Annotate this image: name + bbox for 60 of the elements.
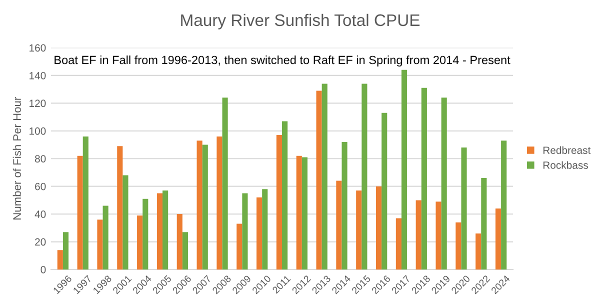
bar <box>276 135 282 270</box>
y-tick-label: 40 <box>34 210 46 218</box>
bar <box>376 186 382 270</box>
bar <box>495 208 502 270</box>
y-tick-label: 120 <box>30 100 46 108</box>
bar <box>216 136 222 270</box>
bar <box>416 200 422 270</box>
y-axis-title: Number of Fish Per Hour <box>12 97 22 220</box>
y-tick-label: 20 <box>35 238 46 246</box>
bar <box>356 190 362 270</box>
y-tick-label: 140 <box>30 72 46 80</box>
y-tick-label: 0 <box>40 266 46 274</box>
bar <box>342 142 348 270</box>
bar <box>142 198 148 270</box>
bar <box>236 224 242 270</box>
bar <box>102 206 108 270</box>
bar <box>97 220 103 270</box>
bar <box>202 144 208 270</box>
bar <box>302 157 308 270</box>
bar <box>82 136 88 270</box>
annotation: Boat EF in Fall from 1996-2013, then switched to Raft EF in Spring from 2014 - Present <box>54 56 510 67</box>
bar <box>242 193 248 270</box>
legend-label: Rockbass <box>543 161 588 169</box>
bar <box>501 140 507 270</box>
bar <box>436 202 442 270</box>
bar <box>262 189 268 270</box>
bar <box>481 178 487 270</box>
bar <box>476 233 482 270</box>
chart-title: Maury River Sunfish Total CPUE <box>181 14 420 30</box>
bar <box>461 148 467 270</box>
bar <box>362 84 368 270</box>
bar <box>421 88 427 270</box>
bar <box>62 232 69 270</box>
bar <box>256 197 262 270</box>
bar <box>316 90 322 270</box>
bar <box>336 180 342 270</box>
bar <box>117 146 123 270</box>
bar <box>456 222 462 270</box>
y-tick-label: 160 <box>30 44 46 52</box>
bar <box>137 215 143 270</box>
bar <box>222 98 228 270</box>
bar <box>296 156 302 270</box>
bar <box>401 70 408 270</box>
bar <box>382 112 388 270</box>
bar <box>122 175 128 270</box>
bar <box>176 214 182 270</box>
bar <box>282 121 288 270</box>
bar <box>156 193 163 270</box>
bar <box>57 250 63 270</box>
bar <box>322 84 328 270</box>
bar <box>77 156 83 270</box>
y-tick-label: 80 <box>35 155 46 162</box>
y-tick-label: 60 <box>35 182 46 190</box>
legend-label: Redbreast <box>543 146 591 154</box>
bar <box>196 140 202 270</box>
bar <box>396 218 402 270</box>
bar <box>441 98 447 270</box>
bar <box>162 190 168 270</box>
bar <box>182 232 188 270</box>
y-tick-label: 100 <box>30 127 46 135</box>
